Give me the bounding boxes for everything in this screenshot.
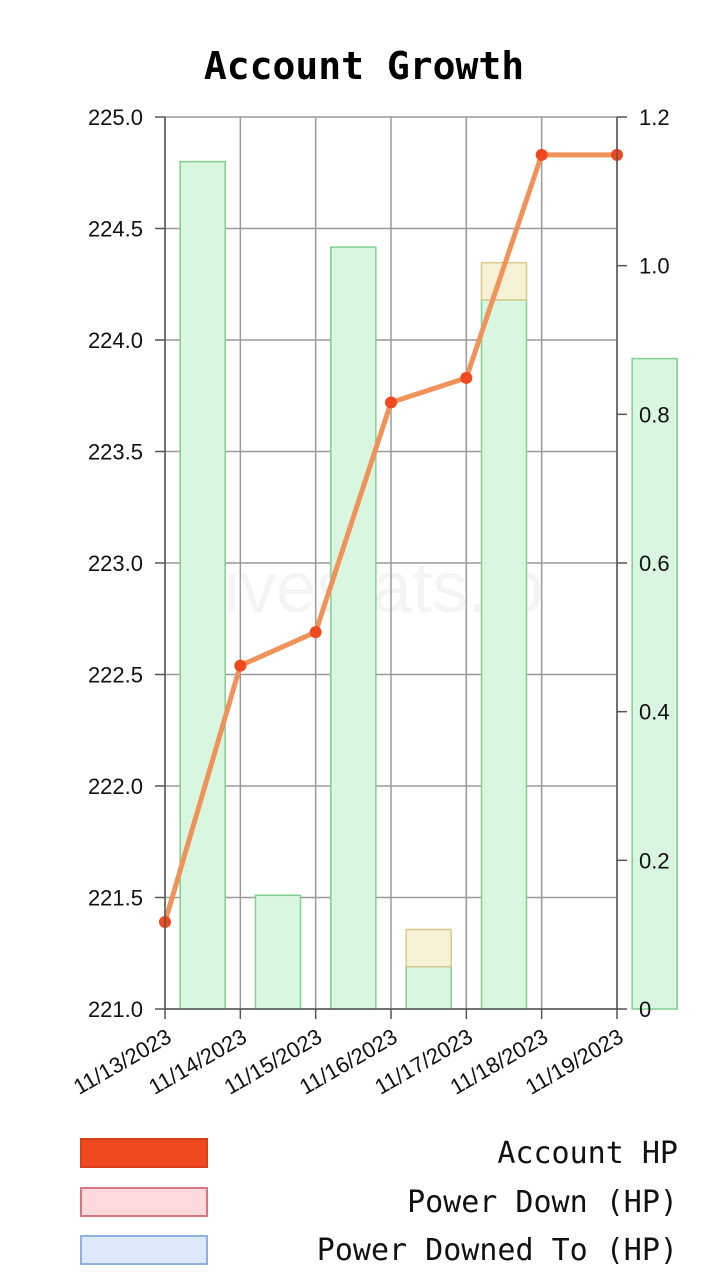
bar-green: [631, 357, 678, 1010]
left-tick-label: 223.0: [88, 551, 143, 576]
grid: [164, 116, 618, 1010]
bars: [179, 160, 678, 1010]
right-tick-label: 1.2: [639, 105, 670, 130]
right-tick-label: 0.8: [639, 402, 670, 427]
bar-green: [330, 246, 377, 1010]
bar-yellow: [405, 928, 452, 968]
legend-label-account-hp: Account HP: [497, 1136, 678, 1171]
legend-swatch-power-down: [80, 1187, 208, 1217]
right-tick-label: 1.0: [639, 254, 670, 279]
left-tick-label: 223.5: [88, 440, 143, 465]
legend-label-power-down: Power Down (HP): [407, 1185, 678, 1220]
right-tick-label: 0.6: [639, 551, 670, 576]
left-tick-label: 224.5: [88, 217, 143, 242]
chart-title: Account Growth: [204, 44, 524, 88]
right-tick-label: 0.2: [639, 848, 670, 873]
account-hp-point: [535, 148, 548, 161]
account-growth-chart: Account Growth hivestats.io 221.0221.522…: [69, 44, 678, 1100]
legend-item-power-down[interactable]: Power Down (HP): [80, 1185, 678, 1221]
legend-swatch-account-hp: [80, 1138, 208, 1168]
right-tick-label: 0.4: [639, 700, 670, 725]
bar-green: [254, 894, 302, 1010]
legend-label-power-downed-to: Power Downed To (HP): [316, 1233, 678, 1268]
right-tick-label: 0: [639, 997, 651, 1022]
account-hp-point: [385, 396, 397, 409]
left-tick-label: 222.5: [88, 663, 143, 688]
left-tick-label: 224.0: [88, 328, 143, 353]
legend-swatch-power-downed-to: [80, 1235, 208, 1265]
account-hp-point: [309, 626, 322, 639]
bar-green: [179, 160, 226, 1010]
left-tick-label: 221.0: [88, 997, 143, 1022]
account-hp-point: [234, 659, 247, 672]
legend-item-power-downed-to[interactable]: Power Downed To (HP): [80, 1233, 678, 1269]
left-tick-label: 225.0: [88, 105, 143, 130]
left-tick-label: 222.0: [88, 774, 143, 799]
bar-green: [480, 299, 528, 1010]
legend-item-account-hp[interactable]: Account HP: [80, 1136, 678, 1172]
left-tick-label: 221.5: [88, 886, 143, 911]
bar-green: [405, 965, 452, 1010]
account-hp-point: [460, 371, 473, 384]
